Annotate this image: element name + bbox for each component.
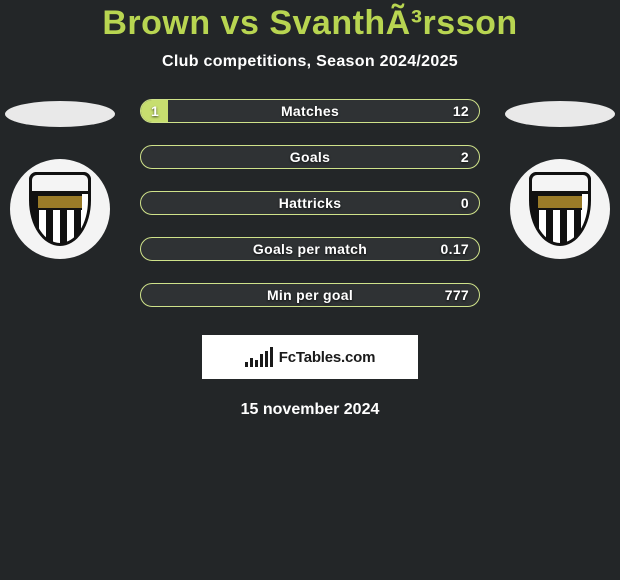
site-logo-text: FcTables.com — [279, 349, 376, 366]
stat-label: Goals — [290, 149, 330, 165]
stat-left-value: 1 — [151, 103, 159, 119]
club-shield-icon — [529, 172, 591, 246]
club-shield-icon — [29, 172, 91, 246]
stat-label: Goals per match — [253, 241, 367, 257]
stat-bar: Goals per match 0.17 — [140, 237, 480, 261]
bar-chart-icon — [245, 347, 273, 367]
date: 15 november 2024 — [0, 401, 620, 419]
stat-right-value: 777 — [445, 287, 469, 303]
stat-bar: Min per goal 777 — [140, 283, 480, 307]
stat-bar: Goals 2 — [140, 145, 480, 169]
stat-right-value: 12 — [453, 103, 469, 119]
stat-label: Hattricks — [279, 195, 342, 211]
player-left-name: Brown — [102, 4, 210, 42]
stat-bar: Hattricks 0 — [140, 191, 480, 215]
player-left-column — [0, 99, 120, 259]
site-logo[interactable]: FcTables.com — [202, 335, 418, 379]
player-left-avatar — [5, 101, 115, 127]
player-right-column — [500, 99, 620, 259]
player-right-name: SvanthÃ³rsson — [269, 4, 517, 42]
stat-right-value: 0 — [461, 195, 469, 211]
player-right-avatar — [505, 101, 615, 127]
vs-text: vs — [211, 4, 270, 42]
player-left-club-badge — [10, 159, 110, 259]
stat-right-value: 2 — [461, 149, 469, 165]
player-right-club-badge — [510, 159, 610, 259]
stat-label: Matches — [281, 103, 339, 119]
stat-label: Min per goal — [267, 287, 353, 303]
comparison-title[interactable]: Brown vs SvanthÃ³rsson — [0, 4, 620, 43]
subtitle: Club competitions, Season 2024/2025 — [0, 53, 620, 71]
stat-right-value: 0.17 — [441, 241, 469, 257]
stat-bar: 1 Matches 12 — [140, 99, 480, 123]
stat-bars: 1 Matches 12 Goals 2 Hattricks 0 Goals per matc… — [140, 99, 480, 307]
